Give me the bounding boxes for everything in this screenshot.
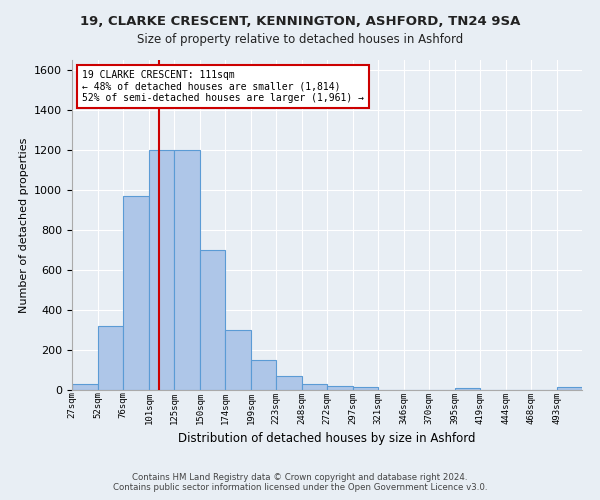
Bar	[327, 386, 353, 390]
Bar	[200, 250, 225, 390]
Bar	[123, 196, 149, 390]
Y-axis label: Number of detached properties: Number of detached properties	[19, 138, 29, 312]
Text: 19, CLARKE CRESCENT, KENNINGTON, ASHFORD, TN24 9SA: 19, CLARKE CRESCENT, KENNINGTON, ASHFORD…	[80, 15, 520, 28]
Bar	[557, 387, 582, 390]
Text: Size of property relative to detached houses in Ashford: Size of property relative to detached ho…	[137, 32, 463, 46]
Bar	[302, 384, 327, 390]
Text: Contains HM Land Registry data © Crown copyright and database right 2024.
Contai: Contains HM Land Registry data © Crown c…	[113, 473, 487, 492]
Bar	[225, 330, 251, 390]
Text: 19 CLARKE CRESCENT: 111sqm
← 48% of detached houses are smaller (1,814)
52% of s: 19 CLARKE CRESCENT: 111sqm ← 48% of deta…	[82, 70, 364, 103]
Bar	[72, 384, 98, 390]
Bar	[251, 360, 276, 390]
Bar	[149, 150, 174, 390]
Bar	[455, 388, 480, 390]
Bar	[276, 376, 302, 390]
X-axis label: Distribution of detached houses by size in Ashford: Distribution of detached houses by size …	[178, 432, 476, 445]
Bar	[353, 387, 378, 390]
Bar	[174, 150, 200, 390]
Bar	[98, 326, 123, 390]
